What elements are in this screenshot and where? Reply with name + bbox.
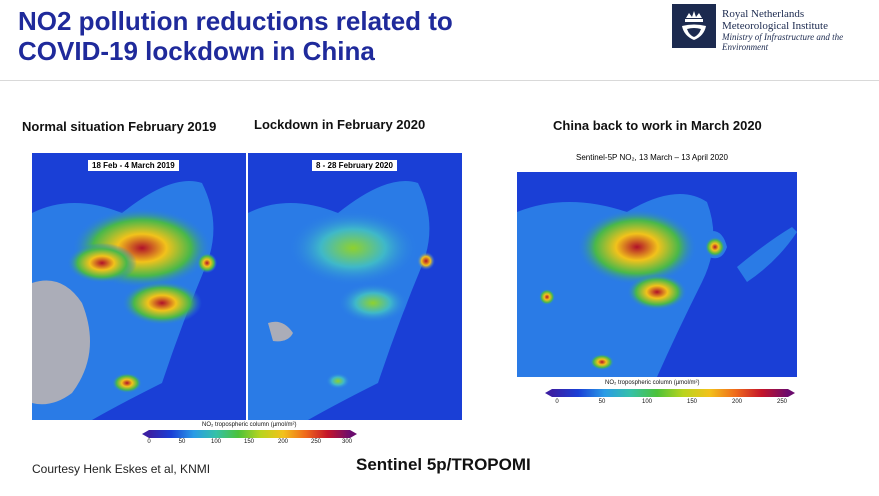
colorbar-right: NO₂ tropospheric column (µmol/m²) 0 50 1… (545, 380, 795, 408)
colorbar-left-gradient (149, 430, 350, 438)
knmi-logo: Royal Netherlands Meteorological Institu… (672, 4, 877, 68)
courtesy-credit: Courtesy Henk Eskes et al, KNMI (32, 462, 211, 476)
colorbar-left-tick: 0 (147, 439, 151, 445)
map-mar-2020-date: Sentinel-5P NO₂, 13 March – 13 April 202… (576, 153, 728, 162)
header-divider (0, 80, 879, 81)
colorbar-left-tick: 150 (243, 439, 255, 445)
colorbar-right-gradient (552, 389, 788, 397)
colorbar-right-tick: 0 (555, 399, 559, 405)
map-feb-2019: 18 Feb - 4 March 2019 (32, 153, 246, 420)
slide-title: NO2 pollution reductions related to COVI… (18, 6, 538, 66)
colorbar-left-tick: 200 (277, 439, 289, 445)
colorbar-left-min-arrow-icon (142, 430, 149, 438)
colorbar-right-tick: 100 (641, 399, 653, 405)
colorbar-left: NO₂ tropospheric column (µmol/m²) 0 50 1… (142, 422, 357, 448)
colorbar-right-tick: 200 (731, 399, 743, 405)
panel-2-caption: Lockdown in February 2020 (254, 117, 426, 132)
colorbar-right-tick: 50 (598, 399, 606, 405)
colorbar-left-tick: 50 (178, 439, 186, 445)
colorbar-right-max-arrow-icon (788, 389, 795, 397)
crown-seal-icon (672, 4, 716, 48)
colorbar-left-tick: 100 (210, 439, 222, 445)
colorbar-right-tick: 150 (686, 399, 698, 405)
colorbar-left-title: NO₂ tropospheric column (µmol/m²) (202, 422, 297, 428)
colorbar-right-min-arrow-icon (545, 389, 552, 397)
colorbar-right-tick: 250 (776, 399, 788, 405)
map-feb-2020-date: 8 - 28 February 2020 (312, 160, 397, 171)
logo-line-2: Meteorological Institute (722, 20, 828, 32)
map-feb-2020: 8 - 28 February 2020 (248, 153, 462, 420)
title-line-1: NO2 pollution reductions related to (18, 6, 453, 36)
title-line-2: COVID-19 lockdown in China (18, 36, 375, 66)
sentinel-footer: Sentinel 5p/TROPOMI (356, 455, 531, 474)
map-feb-2019-date: 18 Feb - 4 March 2019 (88, 160, 179, 171)
colorbar-left-tick: 300 (341, 439, 353, 445)
colorbar-left-max-arrow-icon (350, 430, 357, 438)
logo-line-1: Royal Netherlands (722, 8, 805, 20)
logo-line-3: Ministry of Infrastructure and the (722, 32, 844, 42)
colorbar-left-tick: 250 (310, 439, 322, 445)
panel-1-caption: Normal situation February 2019 (22, 119, 217, 134)
logo-line-4: Environment (722, 42, 769, 52)
colorbar-right-title: NO₂ tropospheric column (µmol/m²) (605, 380, 700, 386)
map-mar-2020 (517, 172, 797, 377)
panel-3-caption: China back to work in March 2020 (553, 118, 762, 133)
